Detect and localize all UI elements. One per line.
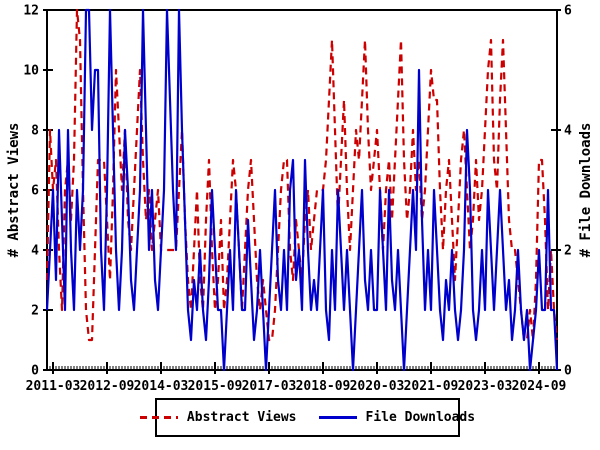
legend: Abstract Views File Downloads (139, 398, 475, 437)
x-tick-label: 2017-03 (242, 379, 297, 394)
y-left-tick-label: 12 (23, 4, 39, 19)
y-left-tick-label: 10 (23, 64, 39, 79)
y-left-tick-label: 0 (31, 364, 39, 379)
y-axis-label-right: # File Downloads (578, 122, 594, 258)
y-axis-label-left: # Abstract Views (6, 122, 22, 258)
x-tick-label: 2020-03 (350, 379, 405, 394)
legend-sample-abstract-views-dashed-line (139, 416, 178, 419)
y-right-tick-label: 6 (564, 4, 572, 19)
legend-entry-abstract-views: Abstract Views (139, 410, 297, 425)
x-tick-label: 2015-09 (188, 379, 243, 394)
x-tick-label: 2021-09 (404, 379, 459, 394)
y-left-tick-label: 6 (31, 184, 39, 199)
y-left-tick-label: 4 (31, 244, 39, 259)
legend-label-abstract-views: Abstract Views (186, 410, 297, 425)
y-left-tick-label: 2 (31, 304, 39, 319)
x-tick-label: 2012-09 (80, 379, 135, 394)
y-right-tick-label: 4 (564, 124, 572, 139)
y-right-tick-label: 2 (564, 244, 572, 259)
x-tick-label: 2014-03 (134, 379, 189, 394)
x-tick-label: 2023-03 (458, 379, 513, 394)
x-tick-label: 2018-09 (296, 379, 351, 394)
x-tick-label: 2011-03 (26, 379, 81, 394)
legend-sample-file-downloads-solid-line (318, 416, 357, 419)
legend-entry-file-downloads: File Downloads (318, 410, 476, 425)
file-downloads-line (45, 8, 559, 372)
y-right-tick-label: 0 (564, 364, 572, 379)
y-left-tick-label: 8 (31, 124, 39, 139)
legend-label-file-downloads: File Downloads (365, 410, 476, 425)
x-tick-label: 2024-09 (512, 379, 567, 394)
